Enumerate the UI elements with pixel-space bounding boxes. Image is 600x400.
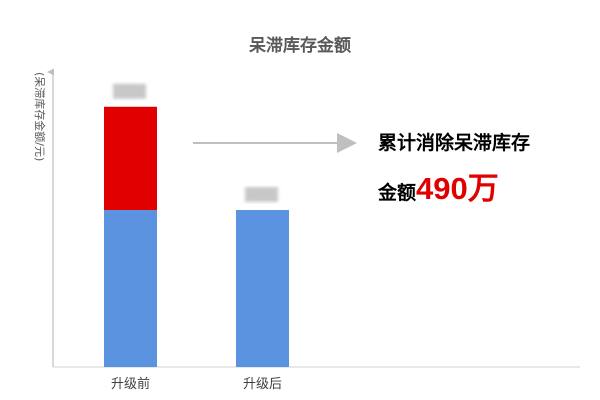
value-label-blurred [113, 83, 146, 99]
chart-title: 呆滞库存金额 [248, 35, 351, 56]
value-label-blurred [245, 187, 278, 203]
bar-升级前-series0 [104, 210, 157, 367]
y-axis-label: (呆滞库存金额/元) [33, 72, 47, 161]
annotation-prefix: 金额 [378, 182, 417, 204]
x-tick-label: 升级前 [111, 376, 150, 392]
bar-升级后-series0 [236, 210, 289, 367]
annotation-line1: 累计消除呆滞库存 [378, 132, 531, 154]
annotation-line2: 金额490万 [378, 163, 499, 208]
bar-升级前-series1 [104, 106, 157, 211]
x-tick-label: 升级后 [243, 377, 282, 392]
annotation-value: 490万 [416, 171, 499, 206]
